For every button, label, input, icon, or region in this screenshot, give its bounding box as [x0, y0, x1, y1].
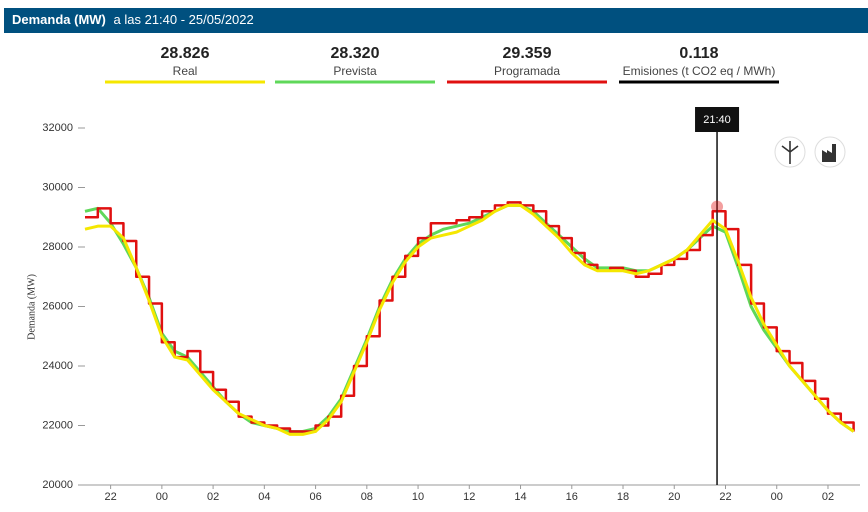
- y-tick-label: 30000: [42, 181, 73, 193]
- series-line: [85, 201, 855, 433]
- summary-value: 28.320: [331, 45, 380, 62]
- y-axis-label: Demanda (MW): [26, 274, 37, 340]
- series-line: [84, 203, 855, 436]
- y-tick-label: 26000: [42, 300, 73, 312]
- y-tick-label: 28000: [42, 241, 73, 253]
- y-tick-label: 22000: [42, 419, 73, 431]
- x-tick-label: 18: [617, 491, 629, 503]
- y-tick-label: 20000: [42, 479, 73, 491]
- x-tick-label: 10: [412, 491, 424, 503]
- x-tick-label: 14: [514, 491, 526, 503]
- x-tick-label: 02: [822, 491, 834, 503]
- x-tick-label: 22: [104, 491, 116, 503]
- y-tick-label: 24000: [42, 360, 73, 372]
- x-tick-label: 00: [156, 491, 168, 503]
- tool-icons: [774, 136, 846, 168]
- cursor-label: 21:40: [703, 114, 731, 126]
- x-tick-label: 12: [463, 491, 475, 503]
- summary-label: Prevista: [333, 64, 377, 78]
- cursor-box: [695, 107, 740, 132]
- y-tick-label: 32000: [42, 122, 73, 134]
- summary-label: Real: [173, 64, 198, 78]
- header-bar: [4, 8, 868, 33]
- x-tick-label: 00: [771, 491, 783, 503]
- wind-glyph: [781, 141, 799, 164]
- x-tick-label: 20: [668, 491, 680, 503]
- factory-glyph: [822, 144, 836, 162]
- summary-value: 29.359: [503, 45, 552, 62]
- x-tick-label: 04: [258, 491, 270, 503]
- summary-label: Emisiones (t CO2 eq / MWh): [623, 64, 776, 78]
- summary-value: 28.826: [161, 45, 210, 62]
- x-tick-label: 02: [207, 491, 219, 503]
- cursor-point: [711, 200, 724, 213]
- header-subtitle: a las 21:40 - 25/05/2022: [114, 12, 254, 27]
- x-tick-label: 16: [566, 491, 578, 503]
- header: Demanda (MW) a las 21:40 - 25/05/2022: [12, 12, 254, 27]
- x-tick-label: 08: [361, 491, 373, 503]
- x-tick-label: 06: [309, 491, 321, 503]
- x-tick-label: 22: [719, 491, 731, 503]
- header-title: Demanda (MW): [12, 12, 106, 27]
- summary-label: Programada: [494, 64, 560, 78]
- summary-value: 0.118: [679, 45, 718, 62]
